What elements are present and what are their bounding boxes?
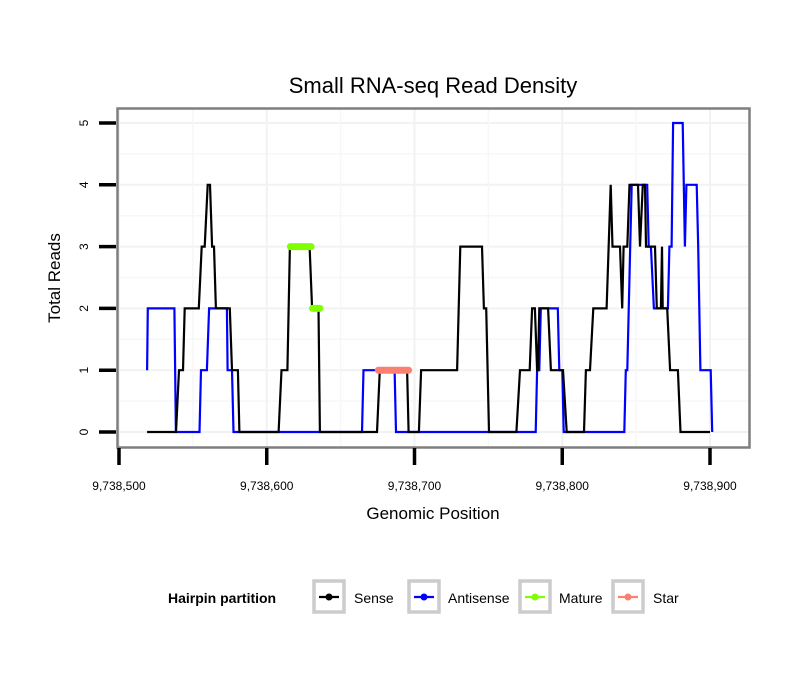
legend-label: Antisense — [448, 590, 510, 606]
legend-label: Mature — [559, 590, 603, 606]
legend-key-point — [326, 594, 333, 601]
x-tick-label: 9,738,800 — [536, 479, 590, 493]
legend-item-antisense: Antisense — [409, 581, 510, 612]
y-axis-title: Total Reads — [45, 233, 64, 323]
x-axis: 9,738,500 9,738,600 9,738,700 9,738,800 9,73… — [92, 448, 737, 493]
y-tick-label: 4 — [77, 181, 91, 188]
y-tick-label: 0 — [77, 428, 91, 435]
y-axis: 0 1 2 3 4 5 — [77, 119, 116, 435]
legend-item-star: Star — [613, 581, 679, 612]
legend-key-point — [625, 594, 632, 601]
x-tick-label: 9,738,700 — [388, 479, 442, 493]
y-tick-label: 3 — [77, 243, 91, 250]
legend-item-mature: Mature — [520, 581, 603, 612]
legend-title: Hairpin partition — [168, 590, 276, 606]
x-tick-label: 9,738,900 — [683, 479, 737, 493]
legend-label: Sense — [354, 590, 394, 606]
legend: Hairpin partition Sense Antisense Mature St… — [168, 581, 679, 612]
legend-key-point — [421, 594, 428, 601]
y-tick-label: 2 — [77, 305, 91, 312]
x-tick-label: 9,738,500 — [92, 479, 146, 493]
legend-key-point — [532, 594, 539, 601]
legend-item-sense: Sense — [314, 581, 394, 612]
legend-entries: Sense Antisense Mature Star — [314, 581, 679, 612]
legend-label: Star — [653, 590, 679, 606]
y-tick-label: 5 — [77, 119, 91, 126]
x-tick-label: 9,738,600 — [240, 479, 294, 493]
chart-title: Small RNA-seq Read Density — [289, 73, 578, 98]
read-density-chart: Small RNA-seq Read Density 0 1 2 3 4 5 9,738,… — [0, 0, 810, 690]
y-tick-label: 1 — [77, 367, 91, 374]
plot-panel — [117, 108, 750, 448]
x-axis-title: Genomic Position — [366, 504, 499, 523]
